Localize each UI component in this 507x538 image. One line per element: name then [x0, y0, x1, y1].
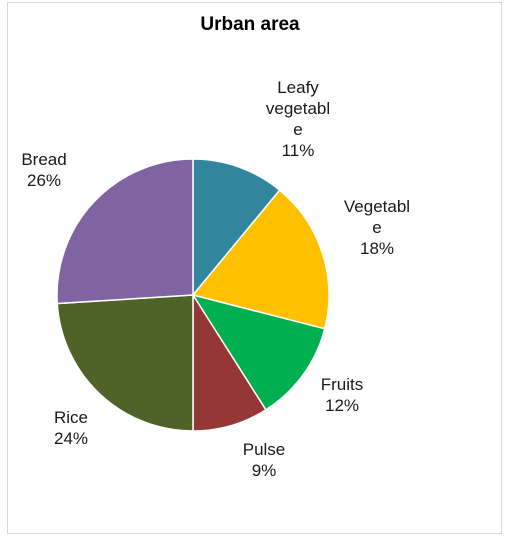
pie-slice-leafy-vegetable: [192, 158, 281, 298]
data-label-bread: Bread 26%: [21, 150, 66, 190]
pie-slice-fruits: [191, 293, 326, 411]
data-label-leafy-vegetable: Leafy vegetabl e 11%: [266, 78, 330, 160]
data-label-pulse: Pulse 9%: [243, 440, 286, 480]
pie-slice-vegetable: [191, 189, 330, 330]
data-label-vegetable: Vegetabl e 18%: [344, 197, 410, 258]
data-label-fruits: Fruits 12%: [321, 375, 364, 415]
pie-slice-rice: [56, 294, 194, 432]
pie-slice-bread: [56, 158, 194, 305]
data-label-rice: Rice 24%: [54, 408, 88, 448]
chart-title: Urban area: [200, 14, 300, 35]
